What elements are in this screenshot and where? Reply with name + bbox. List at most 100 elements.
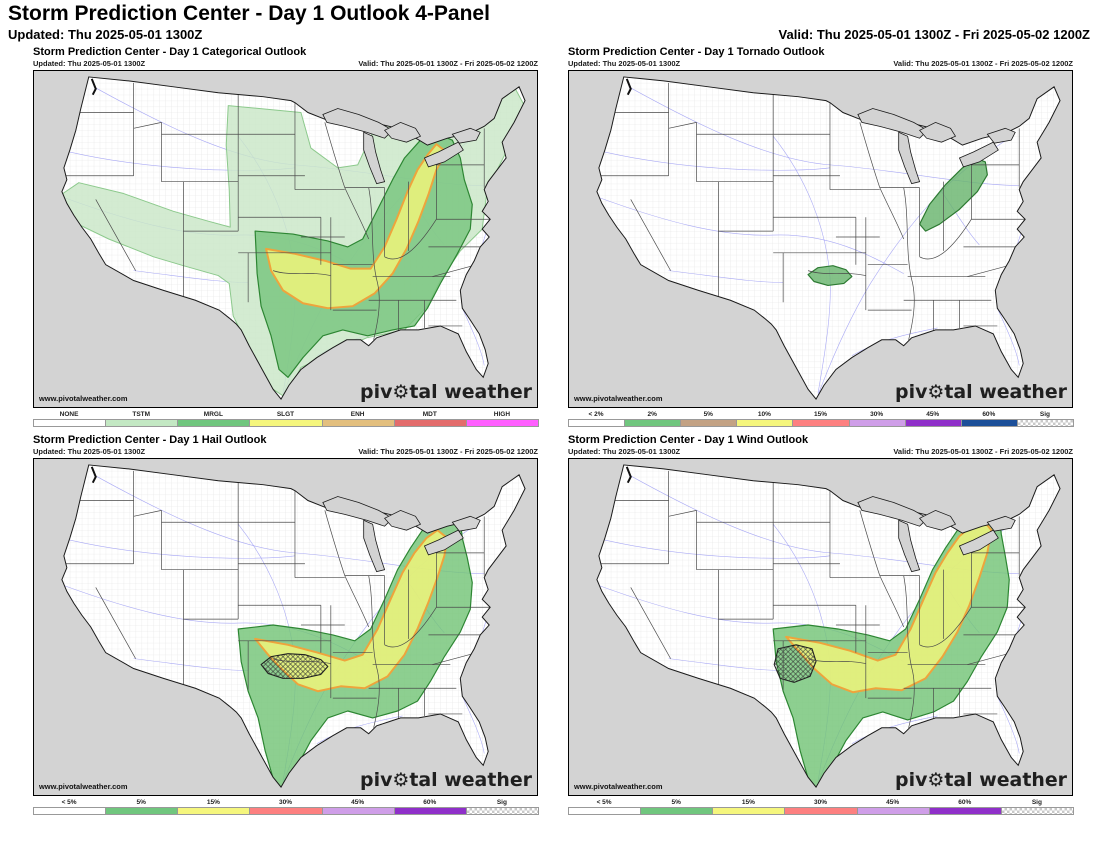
legend-label: 5%	[136, 799, 146, 807]
outlook-map-hail: www.pivotalweather.com piv⚙tal weather	[34, 459, 537, 796]
panel-valid: Valid: Thu 2025-05-01 1300Z - Fri 2025-0…	[893, 59, 1073, 69]
great-lake	[423, 141, 464, 168]
legend-label: Sig	[1031, 799, 1042, 807]
great-lake	[423, 529, 464, 556]
legend-wind: < 5% 5% 15% 30% 45% 60% Sig	[568, 798, 1074, 816]
outlook-map-categorical: www.pivotalweather.com piv⚙tal weather	[34, 71, 537, 408]
state-border	[384, 607, 437, 648]
state-border	[95, 199, 136, 272]
legend-label: 30%	[278, 799, 292, 807]
legend-cell-MDT	[393, 419, 467, 428]
panel-title: Storm Prediction Center - Day 1 Hail Out…	[33, 434, 267, 447]
legend-hail: < 5% 5% 15% 30% 45% 60% Sig	[33, 798, 539, 816]
state-border	[630, 587, 671, 660]
legend-cell-30	[249, 807, 323, 816]
legend-cell-15	[792, 419, 850, 428]
legend-colors	[568, 807, 1074, 816]
state-border	[668, 122, 697, 129]
state-border	[384, 219, 437, 260]
legend-colors	[33, 419, 539, 428]
watermark-url: www.pivotalweather.com	[573, 782, 663, 791]
state-border	[344, 187, 369, 240]
highway-line	[851, 715, 938, 745]
legend-label: < 5%	[61, 799, 77, 807]
legend-label: NONE	[59, 411, 79, 419]
legend-label: 15%	[741, 799, 755, 807]
legend-label: TSTM	[132, 411, 151, 419]
legend-label: 30%	[870, 411, 884, 419]
legend-cell-45	[904, 419, 962, 428]
panel-updated: Updated: Thu 2025-05-01 1300Z	[33, 447, 146, 457]
legend-cell-60	[928, 807, 1002, 816]
state-border	[95, 587, 136, 660]
legend-colors	[33, 807, 539, 816]
pivotal-weather-logo: piv⚙tal weather	[895, 382, 1068, 403]
legend-label: ENH	[350, 411, 365, 419]
state-border	[807, 658, 866, 665]
state-border	[133, 122, 162, 129]
legend-cell-15	[177, 807, 251, 816]
legend-label: < 2%	[588, 411, 604, 419]
legend-cell-MRGL	[177, 419, 251, 428]
legend-label: Sig	[1039, 411, 1050, 419]
legend-label: < 5%	[596, 799, 612, 807]
legend-label: 5%	[671, 799, 681, 807]
legend-label: 30%	[813, 799, 827, 807]
panel-valid: Valid: Thu 2025-05-01 1300Z - Fri 2025-0…	[893, 447, 1073, 457]
legend-label: MDT	[422, 411, 437, 419]
legend-cell-NONE	[33, 419, 107, 428]
great-lake	[898, 519, 921, 573]
pivotal-weather-logo: piv⚙tal weather	[360, 770, 533, 791]
coastline	[61, 76, 526, 401]
legend-label: MRGL	[203, 411, 223, 419]
panel-title: Storm Prediction Center - Day 1 Wind Out…	[568, 434, 809, 447]
legend-cell-Sig	[465, 807, 539, 816]
legend-label: 45%	[926, 411, 940, 419]
state-border	[324, 510, 346, 577]
risk-area-15%	[254, 529, 449, 693]
panel-title: Storm Prediction Center - Day 1 Categori…	[33, 46, 307, 59]
legend-label: 15%	[206, 799, 220, 807]
legend-label: 5%	[703, 411, 713, 419]
highway-line	[316, 715, 403, 745]
state-border	[630, 199, 671, 272]
great-lake	[451, 516, 481, 532]
legend-label: 60%	[423, 799, 437, 807]
legend-cell-5	[680, 419, 738, 428]
highway-line	[668, 270, 784, 284]
legend-label: SLGT	[276, 411, 295, 419]
great-lake	[986, 128, 1016, 144]
legend-cell-15	[712, 807, 786, 816]
outlook-map-wind: www.pivotalweather.com piv⚙tal weather	[569, 459, 1072, 796]
page-header: Storm Prediction Center - Day 1 Outlook …	[0, 0, 1100, 42]
legend-cell-5	[568, 807, 642, 816]
legend-colors	[568, 419, 1074, 428]
legend-labels: < 5% 5% 15% 30% 45% 60% Sig	[568, 798, 1073, 807]
state-border	[368, 187, 380, 341]
panel-valid: Valid: Thu 2025-05-01 1300Z - Fri 2025-0…	[358, 59, 538, 69]
state-border	[903, 575, 915, 729]
state-border	[344, 575, 369, 628]
panel-wind: Storm Prediction Center - Day 1 Wind Out…	[568, 434, 1074, 816]
legend-cell-Sig	[1016, 419, 1074, 428]
map-categorical: www.pivotalweather.com piv⚙tal weather	[33, 70, 538, 409]
coastline	[596, 76, 1061, 401]
panel-updated: Updated: Thu 2025-05-01 1300Z	[568, 447, 681, 457]
legend-cell-2	[624, 419, 682, 428]
great-lake	[918, 122, 957, 143]
watermark-url: www.pivotalweather.com	[38, 782, 128, 791]
page-updated: Updated: Thu 2025-05-01 1300Z	[8, 27, 203, 43]
great-lake	[383, 510, 422, 531]
legend-cell-TSTM	[105, 419, 179, 428]
risk-area-sig-hatched	[773, 644, 817, 684]
state-border	[919, 219, 972, 260]
legend-cell-5	[105, 807, 179, 816]
legend-cell-HIGH	[465, 419, 539, 428]
great-lake	[363, 131, 386, 185]
legend-label: 10%	[757, 411, 771, 419]
legend-tornado: < 2% 2% 5% 10% 15% 30% 45% 60% Sig	[568, 410, 1074, 428]
legend-labels: NONE TSTM MRGL SLGT ENH MDT HIGH	[33, 410, 538, 419]
legend-label: 15%	[813, 411, 827, 419]
highway-line	[851, 327, 938, 357]
panel-categorical: Storm Prediction Center - Day 1 Categori…	[33, 46, 539, 428]
